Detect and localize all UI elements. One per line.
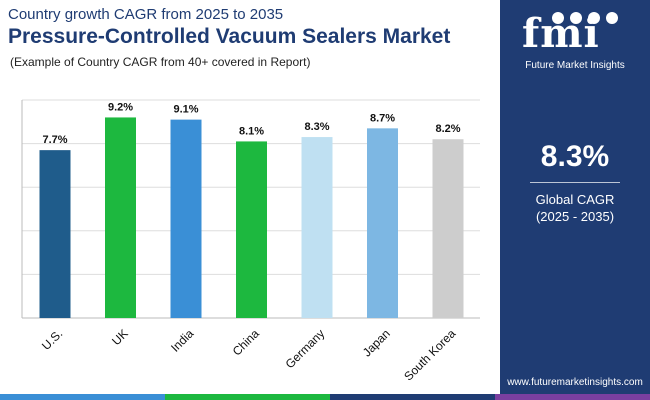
tick-label: U.S. — [39, 326, 65, 352]
logo-dot-icon — [588, 12, 600, 24]
bar — [367, 128, 398, 318]
data-label: 8.1% — [239, 125, 264, 137]
tick-label: India — [168, 326, 197, 355]
data-label: 7.7% — [42, 134, 67, 146]
tick-label: Japan — [360, 326, 393, 359]
data-label: 8.7% — [370, 112, 395, 124]
bar-chart: 7.7% U.S. 9.2% UK 9.1% India 8.1% China 8.3% Germ… — [21, 99, 480, 384]
bar — [432, 139, 464, 318]
bottom-stripe-segment — [0, 394, 165, 400]
tick-label: South Korea — [401, 326, 458, 383]
website-link[interactable]: www.futuremarketinsights.com — [507, 377, 643, 388]
tick-label: UK — [109, 326, 131, 348]
tick-label: China — [230, 326, 262, 358]
bottom-stripe-segment — [165, 394, 330, 400]
logo-subtext: Future Market Insights — [525, 60, 625, 71]
bar — [170, 119, 202, 319]
side-panel: fmi Future Market Insights 8.3% Global C… — [500, 0, 650, 400]
bar — [105, 117, 136, 318]
global-cagr-label: Global CAGR — [535, 192, 615, 207]
bottom-stripe-segment — [495, 394, 650, 400]
data-label: 9.2% — [108, 101, 133, 113]
divider — [530, 182, 620, 183]
bar — [236, 141, 267, 318]
fmi-logo: fmi Future Market Insights — [500, 8, 650, 78]
logo-dot-icon — [570, 12, 582, 24]
logo-dot-icon — [606, 12, 618, 24]
global-cagr-period: (2025 - 2035) — [535, 209, 615, 224]
chart-caption: (Example of Country CAGR from 40+ covere… — [10, 55, 311, 69]
bottom-stripe-segment — [330, 394, 495, 400]
bar — [301, 137, 333, 318]
bar — [39, 150, 71, 318]
chart-subtitle: Country growth CAGR from 2025 to 2035 — [8, 6, 284, 23]
tick-label: Germany — [283, 326, 328, 371]
logo-icons — [552, 12, 618, 24]
global-cagr-value: 8.3% — [540, 140, 610, 173]
data-label: 9.1% — [173, 104, 198, 116]
data-label: 8.3% — [304, 121, 329, 133]
data-label: 8.2% — [435, 123, 460, 135]
chart-title: Pressure-Controlled Vacuum Sealers Marke… — [8, 25, 451, 48]
logo-dot-icon — [552, 12, 564, 24]
logo-text: fmi — [522, 10, 600, 57]
